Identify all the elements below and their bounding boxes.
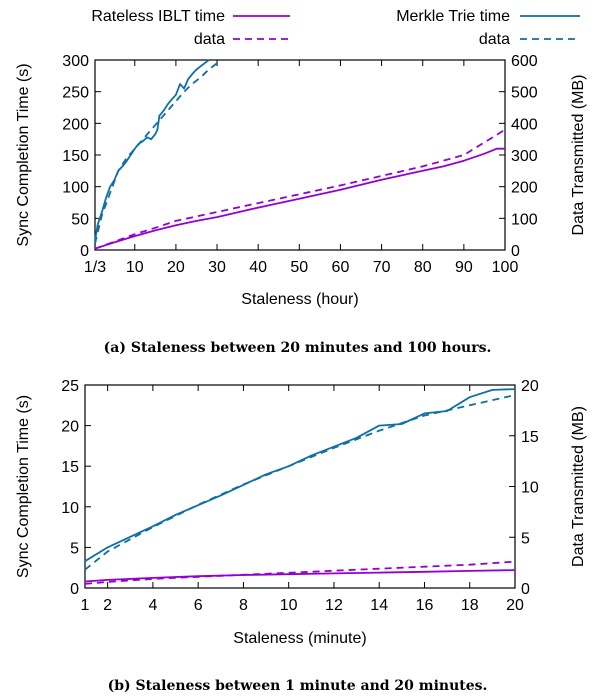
x-tick-label: 60 — [332, 259, 350, 276]
y2-tick-label: 5 — [521, 530, 530, 547]
legend-label: data — [194, 31, 225, 48]
rateless-iblt-time-line — [84, 569, 516, 583]
y-tick-label: 15 — [61, 459, 79, 476]
rateless-iblt-data-line — [94, 128, 506, 250]
rateless-iblt-time-line — [94, 147, 505, 250]
x-tick-label: 90 — [455, 259, 473, 276]
x-tick-label: 18 — [461, 597, 479, 614]
x-axis-title: Staleness (minute) — [233, 630, 366, 647]
y2-tick-label: 20 — [521, 378, 539, 395]
y2-tick-label: 0 — [521, 581, 530, 598]
rateless-iblt-data-line — [84, 560, 516, 585]
x-tick-label: 100 — [492, 259, 519, 276]
y2-tick-label: 400 — [511, 116, 538, 133]
y-axis-title: Sync Completion Time (s) — [15, 395, 32, 578]
legend-label: Rateless IBLT time — [91, 8, 225, 25]
y-tick-label: 20 — [61, 419, 79, 436]
y2-tick-label: 100 — [511, 211, 538, 228]
y2-tick-label: 300 — [511, 148, 538, 165]
chart-a: 1/3 10 20 30 40 50 60 70 80 90 1000501001502002503… — [15, 8, 587, 356]
x-tick-label: 1 — [81, 597, 90, 614]
x-tick-label: 14 — [370, 597, 388, 614]
legend-label: Merkle Trie time — [396, 8, 510, 25]
y2-axis-title: Data Transmitted (MB) — [570, 75, 587, 236]
figure-caption: (b) Staleness between 1 minute and 20 mi… — [108, 678, 488, 694]
x-tick-label: 8 — [239, 597, 248, 614]
y2-tick-label: 15 — [521, 429, 539, 446]
x-tick-label: 12 — [325, 597, 343, 614]
x-tick-label: 40 — [249, 259, 267, 276]
x-tick-label: 20 — [506, 597, 524, 614]
y-tick-label: 10 — [61, 500, 79, 517]
merkle-trie-data-line — [84, 394, 516, 571]
y2-tick-label: 0 — [511, 243, 520, 260]
y-tick-label: 300 — [62, 53, 89, 70]
legend-label: data — [479, 31, 510, 48]
y-tick-label: 150 — [62, 148, 89, 165]
y-tick-label: 5 — [70, 540, 79, 557]
x-tick-label: 16 — [416, 597, 434, 614]
y-axis-title: Sync Completion Time (s) — [15, 63, 32, 246]
y-tick-label: 0 — [70, 581, 79, 598]
y-tick-label: 100 — [62, 180, 89, 197]
merkle-trie-time-line — [84, 388, 516, 562]
y2-tick-label: 500 — [511, 85, 538, 102]
x-tick-label: 80 — [414, 259, 432, 276]
y2-tick-label: 200 — [511, 180, 538, 197]
y-tick-label: 250 — [62, 85, 89, 102]
chart-b: 1 2 4 6 8 10 12 14 16 18 20051015202505101520Stale… — [15, 378, 587, 694]
x-tick-label: 10 — [280, 597, 298, 614]
plot-frame — [84, 384, 516, 589]
legend: Rateless IBLT time data Merkle Trie time da… — [91, 8, 580, 48]
x-tick-label: 20 — [167, 259, 185, 276]
x-tick-label: 70 — [373, 259, 391, 276]
y-tick-label: 50 — [71, 211, 89, 228]
x-tick-label: 2 — [103, 597, 112, 614]
figure-caption: (a) Staleness between 20 minutes and 100… — [104, 340, 492, 356]
x-axis-title: Staleness (hour) — [241, 291, 358, 308]
merkle-trie-time-line — [94, 59, 210, 241]
y2-tick-label: 600 — [511, 53, 538, 70]
x-tick-label: 50 — [290, 259, 308, 276]
y2-tick-label: 10 — [521, 480, 539, 497]
plot-frame — [94, 59, 506, 251]
x-tick-label: 1/3 — [84, 259, 106, 276]
y2-axis-title: Data Transmitted (MB) — [570, 406, 587, 567]
y-tick-label: 200 — [62, 116, 89, 133]
merkle-trie-data-line — [94, 62, 218, 244]
x-tick-label: 10 — [126, 259, 144, 276]
y-tick-label: 0 — [80, 243, 89, 260]
x-tick-label: 6 — [194, 597, 203, 614]
x-tick-label: 30 — [208, 259, 226, 276]
y-tick-label: 25 — [61, 378, 79, 395]
x-tick-label: 4 — [148, 597, 157, 614]
